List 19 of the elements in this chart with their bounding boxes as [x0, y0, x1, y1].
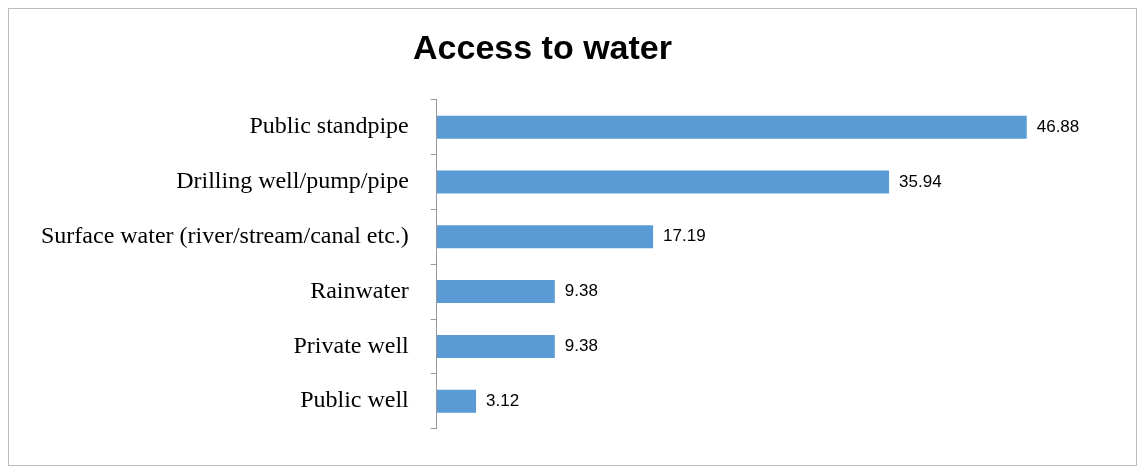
bar: [436, 334, 555, 358]
y-tick-label: Private well: [293, 331, 410, 358]
bar: [436, 280, 555, 304]
bar: [436, 115, 1027, 139]
y-tick-label: Surface water (river/stream/canal etc.): [41, 222, 409, 249]
data-label: 9.38: [564, 281, 598, 301]
y-tick-label: Public standpipe: [249, 112, 409, 139]
data-label: 35.94: [899, 171, 942, 191]
y-tick-label: Drilling well/pump/pipe: [176, 167, 409, 194]
y-tick-label: Rainwater: [310, 276, 409, 303]
bar: [436, 225, 654, 249]
bar: [436, 389, 477, 413]
y-tick-label: Public well: [300, 386, 410, 413]
data-label: 17.19: [663, 226, 706, 246]
data-label: 9.38: [564, 336, 598, 356]
bar: [436, 170, 890, 194]
data-label: 46.88: [1036, 116, 1080, 136]
chart-title: Access to water: [413, 27, 672, 66]
data-label: 3.12: [486, 390, 520, 410]
